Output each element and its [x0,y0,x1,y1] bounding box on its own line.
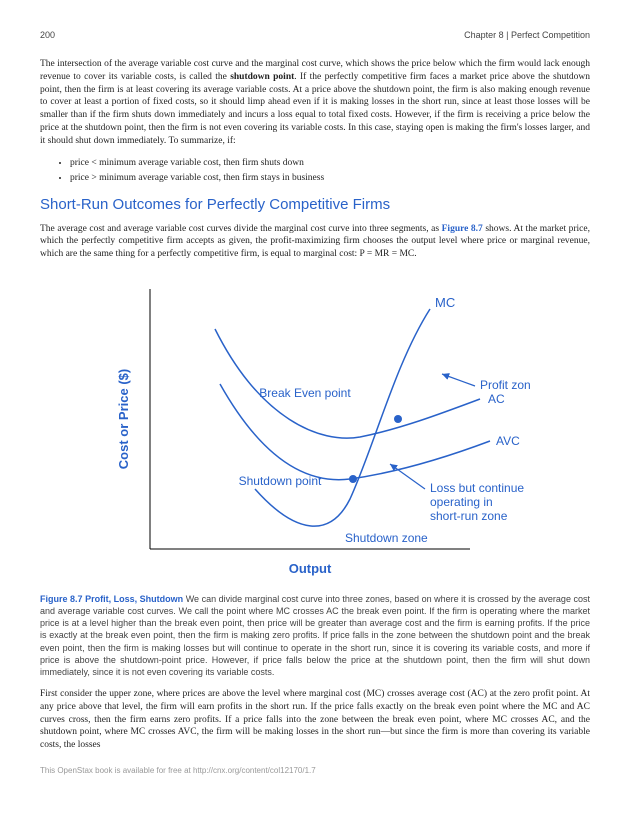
svg-text:short-run zone: short-run zone [430,509,508,523]
section-heading: Short-Run Outcomes for Perfectly Competi… [40,196,590,213]
page-number: 200 [40,30,55,40]
svg-text:Profit zone: Profit zone [480,378,530,392]
figure-8-7: MC AC AVC Break Even point Profit zone Shutdo… [40,269,590,584]
summary-bullets: price < minimum average variable cost, t… [40,156,590,186]
svg-text:AC: AC [488,392,505,406]
zone-discussion-paragraph: First consider the upper zone, where pri… [40,688,590,752]
caption-body: We can divide marginal cost curve into t… [40,594,590,677]
cost-curves-chart: MC AC AVC Break Even point Profit zone Shutdo… [100,269,530,579]
chapter-label: Chapter 8 | Perfect Competition [464,30,590,40]
svg-text:Shutdown zone: Shutdown zone [345,531,428,545]
svg-text:Output: Output [289,561,332,576]
section-intro-paragraph: The average cost and average variable co… [40,223,590,261]
bullet-stay: price > minimum average variable cost, t… [70,171,590,186]
svg-text:Shutdown point: Shutdown point [239,474,322,488]
svg-text:AVC: AVC [496,434,520,448]
footer-attribution: This OpenStax book is available for free… [40,766,590,775]
svg-text:Break Even point: Break Even point [259,386,351,400]
svg-text:operating in: operating in [430,495,493,509]
page-header: 200 Chapter 8 | Perfect Competition [40,30,590,40]
figure-reference: Figure 8.7 [442,224,483,234]
svg-text:Loss but continue: Loss but continue [430,481,524,495]
intro-paragraph: The intersection of the average variable… [40,58,590,148]
shutdown-term: shutdown point [230,72,294,82]
caption-title: Figure 8.7 Profit, Loss, Shutdown [40,594,183,604]
svg-text:Cost or Price ($): Cost or Price ($) [116,369,131,469]
bullet-shutdown: price < minimum average variable cost, t… [70,156,590,171]
figure-caption: Figure 8.7 Profit, Loss, Shutdown We can… [40,593,590,678]
svg-text:MC: MC [435,295,455,310]
